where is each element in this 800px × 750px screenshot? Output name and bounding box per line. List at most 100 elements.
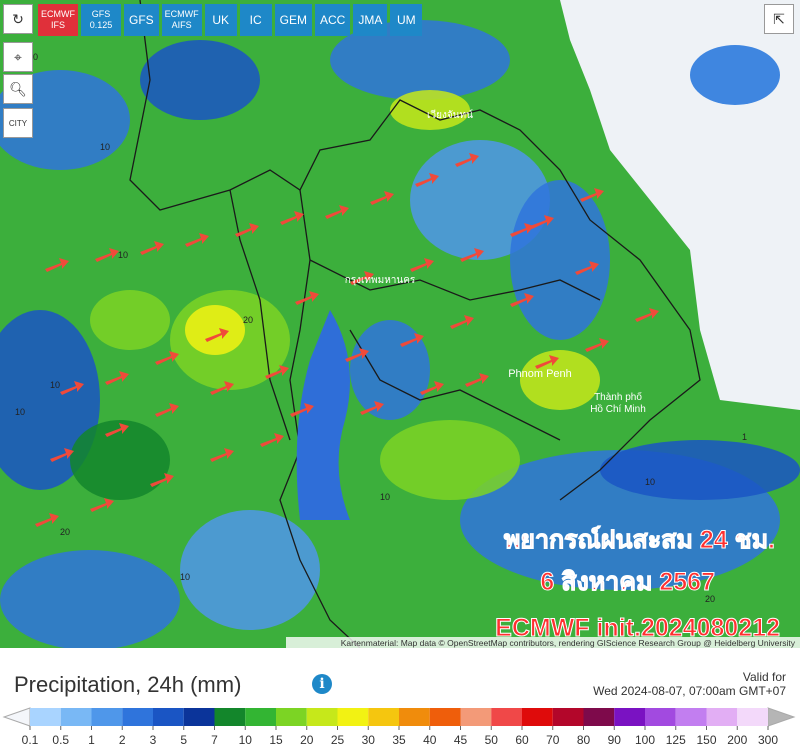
scale-label: 0.1 [22, 733, 39, 747]
scale-swatch [737, 708, 768, 726]
legend-title: Precipitation, 24h (mm) [14, 672, 242, 697]
model-button[interactable]: GEM [274, 4, 313, 36]
model-button[interactable]: IC [239, 4, 272, 36]
location-button[interactable]: ⌖ [3, 42, 33, 72]
info-button[interactable]: i [312, 674, 332, 694]
contour-label: 20 [705, 594, 715, 604]
rain-area [520, 350, 600, 410]
overlay-line: พยากรณ์ฝนสะสม 24 ชม. [504, 525, 775, 554]
scale-swatch [153, 708, 184, 726]
wind-arrow [155, 403, 179, 417]
scale-swatch [429, 708, 461, 726]
scale-swatch [614, 708, 645, 726]
rain-area [380, 420, 520, 500]
wind-arrow [415, 173, 439, 187]
wind-arrow [350, 271, 374, 285]
borders [129, 0, 701, 648]
zoom-button[interactable]: 🔍︎ [3, 74, 33, 104]
place-label: กรุงเทพมหานคร [345, 275, 416, 286]
rain-area [510, 180, 610, 340]
wind-arrow [635, 308, 659, 322]
wind-arrow [60, 381, 84, 395]
scale-label: 35 [392, 733, 406, 747]
scale-label: 5 [180, 733, 187, 747]
wind-arrow [205, 328, 229, 342]
wind-arrow [45, 258, 69, 272]
scale-swatch [491, 708, 522, 726]
scale-label: 50 [485, 733, 499, 747]
city-button[interactable]: CITY [3, 108, 33, 138]
model-button[interactable]: ECMWF AIFS [161, 4, 202, 36]
contour-label: 10 [50, 380, 60, 390]
scale-swatch [583, 708, 615, 726]
place-label: เวียงจันทน์ [427, 109, 473, 121]
scale-label: 2 [119, 733, 126, 747]
rain-area [180, 510, 320, 630]
color-scale: 0.1 0.5 1 2 3 5 7 10 15 20 25 30 35 40 45 50 60 70 80 90 100… [2, 707, 796, 747]
wind-arrow [185, 233, 209, 247]
wind-arrow [420, 381, 444, 395]
scale-swatch [91, 708, 123, 726]
scale-swatch [245, 708, 276, 726]
scale-swatch [645, 708, 676, 726]
model-button[interactable]: GFS [124, 4, 159, 36]
wind-arrow [50, 448, 74, 462]
scale-swatch [122, 708, 153, 726]
scale-swatch [30, 708, 61, 726]
wind-arrow [325, 205, 349, 219]
wind-arrow [280, 211, 304, 225]
wind-arrow [585, 338, 609, 352]
scale-label: 1 [88, 733, 95, 747]
place-label: Phnom Penh [508, 368, 572, 380]
refresh-button[interactable]: ↻ [3, 4, 33, 34]
wind-arrow [510, 223, 534, 237]
wind-arrow [260, 433, 284, 447]
wind-arrow [35, 513, 59, 527]
contour-label: 10 [380, 492, 390, 502]
scale-end [2, 707, 31, 727]
contour-label: 10 [118, 250, 128, 260]
attribution-bg [286, 637, 800, 648]
valid-label: Valid for [742, 670, 786, 684]
scale-label: 200 [727, 733, 747, 747]
scale-label: 60 [515, 733, 529, 747]
wind-arrow [410, 258, 434, 272]
model-button[interactable]: ACC [315, 4, 351, 36]
rain-area [140, 40, 260, 120]
share-button[interactable]: ⇱ [764, 4, 794, 34]
model-button[interactable]: JMA [353, 4, 388, 36]
rain-area [390, 90, 470, 130]
scale-swatch [522, 708, 553, 726]
model-button[interactable]: ECMWF IFS [38, 4, 78, 36]
wind-arrow [360, 401, 384, 415]
scale-label: 90 [608, 733, 622, 747]
contour-label: 10 [645, 477, 655, 487]
wind-arrow [510, 293, 534, 307]
rain-area [185, 305, 245, 355]
rain-area [600, 440, 800, 500]
overlay-line: ECMWF init.2024080212 [495, 614, 780, 642]
wind-arrow [235, 223, 259, 237]
wind-arrow [575, 261, 599, 275]
hainan [690, 45, 780, 105]
scale-swatch [214, 708, 246, 726]
contour-label: 10 [15, 407, 25, 417]
scale-swatch [183, 708, 215, 726]
place-label: Hồ Chí Minh [590, 403, 646, 415]
scale-label: 30 [362, 733, 376, 747]
scale-label: 7 [211, 733, 218, 747]
scale-label: 300 [758, 733, 778, 747]
model-button[interactable]: GFS 0.125 [81, 4, 121, 36]
model-button[interactable]: UM [390, 4, 423, 36]
model-button[interactable]: UK [204, 4, 237, 36]
scale-label: 40 [423, 733, 437, 747]
valid-time: Wed 2024-08-07, 07:00am GMT+07 [593, 684, 786, 698]
contour-label: 10 [180, 572, 190, 582]
contour-label: 20 [243, 315, 253, 325]
model-toolbar: ECMWF IFS GFS 0.125 GFS ECMWF AIFS UK IC GEM AC… [38, 4, 423, 36]
scale-label: 25 [331, 733, 345, 747]
wind-arrow [465, 373, 489, 387]
wind-arrow [290, 403, 314, 417]
wind-arrow [535, 355, 559, 369]
contour-label: 1 [742, 432, 747, 442]
